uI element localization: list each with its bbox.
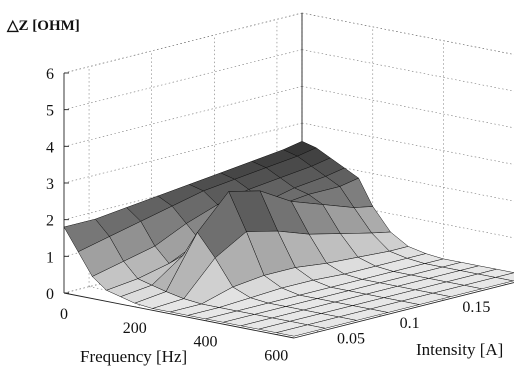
grid-line xyxy=(301,159,514,202)
y-axis-label: Intensity [A] xyxy=(416,340,503,359)
surface-mesh xyxy=(63,141,514,337)
tick-label: 0 xyxy=(46,286,54,303)
x-axis-label: Frequency [Hz] xyxy=(80,347,187,366)
grid-line xyxy=(301,12,514,55)
tick-label: 0.05 xyxy=(337,331,365,348)
tick-label: 1 xyxy=(46,249,54,266)
tick-label: 4 xyxy=(46,139,54,156)
tick-label: 0.1 xyxy=(400,315,420,332)
grid-line xyxy=(63,86,303,147)
surface-cell xyxy=(276,324,326,337)
grid-line xyxy=(301,122,514,165)
x-axis-line xyxy=(63,292,295,339)
tick-label: 6 xyxy=(46,66,54,83)
grid-line xyxy=(63,49,303,110)
grid-line xyxy=(63,12,303,74)
tick-label: 2 xyxy=(46,213,54,230)
grid-line xyxy=(301,12,514,55)
tick-label: 5 xyxy=(46,103,54,120)
tick-label: 3 xyxy=(46,176,54,193)
tick-label: 400 xyxy=(194,334,218,351)
tick-label: 200 xyxy=(123,320,147,337)
grid-line xyxy=(301,196,514,239)
tick-label: 600 xyxy=(264,348,288,365)
grid-line xyxy=(63,122,303,184)
tick-label: 0 xyxy=(60,306,68,323)
tick-label: 0.15 xyxy=(462,299,490,316)
grid-line xyxy=(301,49,514,92)
z-axis-label: △Z [OHM] xyxy=(6,18,80,34)
y-axis-line xyxy=(293,282,514,339)
grid-line xyxy=(301,86,514,129)
